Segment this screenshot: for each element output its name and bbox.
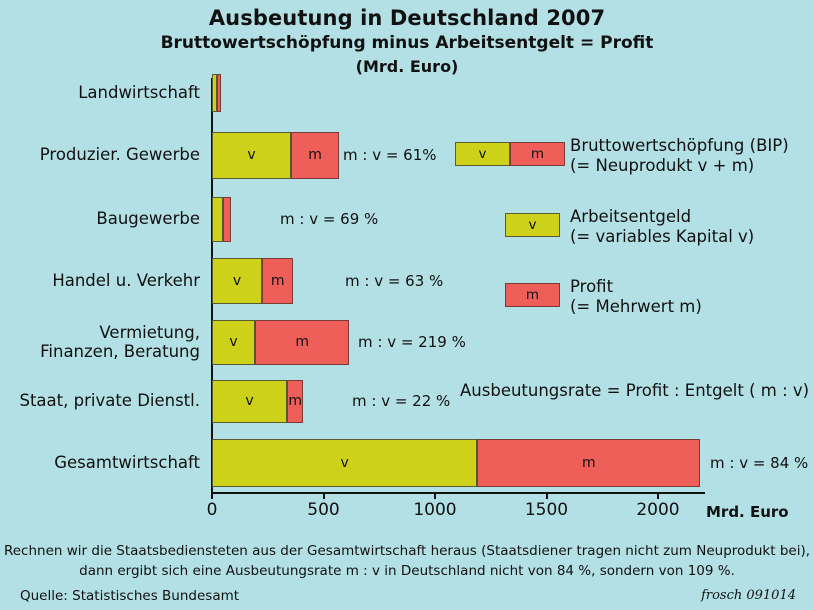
author-signature: frosch 091014 bbox=[701, 588, 796, 603]
legend-entry-title: Profit bbox=[570, 277, 614, 296]
category-label: Handel u. Verkehr bbox=[0, 271, 200, 290]
bar-segment-m-label: m bbox=[308, 147, 322, 163]
bar-segment-v: v bbox=[212, 379, 287, 423]
bar-segment-m: m bbox=[261, 258, 294, 304]
category-label-line: Produzier. Gewerbe bbox=[39, 145, 200, 164]
bar-segment-v: v bbox=[212, 319, 256, 365]
category-label: Vermietung, Finanzen, Beratung bbox=[0, 323, 200, 361]
chart-unit-subtitle: (Mrd. Euro) bbox=[355, 57, 459, 76]
bar-segment-m bbox=[216, 74, 221, 112]
bar-segment-m: m bbox=[286, 379, 304, 423]
x-axis-line bbox=[211, 492, 705, 494]
x-axis-tick-label: 500 bbox=[307, 500, 340, 520]
legend-entry-title: Bruttowertschöpfung (BIP) bbox=[570, 136, 789, 155]
category-label: Gesamtwirtschaft bbox=[0, 453, 200, 472]
category-label: Produzier. Gewerbe bbox=[0, 145, 200, 164]
bar-segment-m: m bbox=[477, 439, 701, 487]
bar-segment-v: v bbox=[212, 258, 262, 304]
legend-swatch-v: v bbox=[505, 213, 560, 237]
bar-segment-v-label: v bbox=[232, 273, 242, 289]
legend-entry-text: Bruttowertschöpfung (BIP) (= Neuprodukt v… bbox=[570, 136, 789, 176]
legend-swatch-label: v bbox=[478, 146, 487, 162]
bar-segment-m-label: m bbox=[295, 334, 310, 350]
x-axis-tick bbox=[211, 492, 213, 499]
bar-segment-v: v bbox=[212, 131, 291, 179]
bar-segment-m: m bbox=[290, 131, 340, 179]
bar-segment-v-label: v bbox=[229, 334, 238, 350]
category-label-line: Finanzen, Beratung bbox=[40, 342, 200, 361]
ratio-annotation: m : v = 61% bbox=[343, 146, 437, 164]
bar-segment-v-label: v bbox=[340, 455, 349, 471]
bar-segment-v bbox=[212, 196, 223, 242]
bar-segment-v-label: v bbox=[245, 393, 254, 409]
legend-entry-text: Arbeitsentgeld (= variables Kapital v) bbox=[570, 207, 754, 247]
legend-swatch-label: v bbox=[528, 217, 537, 233]
category-label: Baugewerbe bbox=[0, 209, 200, 228]
bar-segment-m-label: m bbox=[270, 273, 285, 289]
legend-entry-title: Arbeitsentgeld bbox=[570, 207, 692, 226]
category-label-line: Gesamtwirtschaft bbox=[54, 453, 200, 472]
x-axis-tick-label: 1000 bbox=[413, 500, 457, 520]
x-axis-tick-label: 0 bbox=[206, 500, 218, 520]
exploitation-rate-formula: Ausbeutungsrate = Profit : Entgelt ( m :… bbox=[460, 381, 810, 400]
category-label-line: Baugewerbe bbox=[96, 209, 200, 228]
source-label: Quelle: Statistisches Bundesamt bbox=[20, 588, 240, 604]
footer-note: Rechnen wir die Staatsbediensteten aus d… bbox=[0, 541, 814, 581]
bar-segment-v-label: v bbox=[247, 147, 256, 163]
bar-segment-m-label: m bbox=[582, 455, 596, 471]
legend-swatch-m: m bbox=[505, 283, 560, 307]
ratio-annotation: m : v = 84 % bbox=[710, 454, 809, 472]
chart-title: Ausbeutung in Deutschland 2007 bbox=[208, 6, 606, 30]
category-label-line: Vermietung, bbox=[99, 323, 200, 342]
x-axis-tick-label: 2000 bbox=[636, 500, 680, 520]
legend-entry-subtitle: (= Neuprodukt v + m) bbox=[570, 156, 755, 175]
legend-swatch-label: m bbox=[525, 287, 540, 303]
legend-entry-subtitle: (= variables Kapital v) bbox=[570, 227, 755, 246]
legend-entry-text: Profit (= Mehrwert m) bbox=[570, 277, 702, 317]
category-label-line: Handel u. Verkehr bbox=[52, 271, 200, 290]
chart-subtitle: Bruttowertschöpfung minus Arbeitsentgelt… bbox=[160, 33, 654, 53]
bar-segment-m bbox=[222, 196, 231, 242]
ratio-annotation: m : v = 63 % bbox=[345, 272, 444, 290]
category-label-line: Staat, private Dienstl. bbox=[19, 391, 200, 410]
ratio-annotation: m : v = 219 % bbox=[358, 333, 466, 351]
legend-entry-subtitle: (= Mehrwert m) bbox=[570, 297, 702, 316]
bar-segment-m: m bbox=[255, 319, 350, 365]
category-label-line: Landwirtschaft bbox=[78, 83, 200, 102]
legend-swatch-v: v bbox=[455, 142, 510, 166]
ratio-annotation: m : v = 22 % bbox=[352, 392, 451, 410]
category-label: Staat, private Dienstl. bbox=[0, 391, 200, 410]
x-axis-unit-label: Mrd. Euro bbox=[706, 503, 789, 521]
x-axis-tick-label: 1500 bbox=[524, 500, 569, 520]
x-axis-tick bbox=[434, 492, 436, 499]
bar-segment-v: v bbox=[212, 439, 478, 487]
ratio-annotation: m : v = 69 % bbox=[280, 210, 379, 228]
bar-segment-m-label: m bbox=[288, 393, 302, 409]
x-axis-tick bbox=[545, 492, 548, 499]
x-axis-tick bbox=[322, 492, 325, 499]
x-axis-tick bbox=[657, 492, 659, 499]
footer-note-line-1: Rechnen wir die Staatsbediensteten aus d… bbox=[3, 543, 811, 559]
footer-note-line-2: dann ergibt sich eine Ausbeutungsrate m … bbox=[79, 563, 735, 579]
bar-segment-v bbox=[212, 74, 217, 112]
legend-swatch-label: m bbox=[530, 146, 545, 162]
legend-swatch-m: m bbox=[510, 142, 565, 166]
category-label: Landwirtschaft bbox=[0, 83, 200, 102]
